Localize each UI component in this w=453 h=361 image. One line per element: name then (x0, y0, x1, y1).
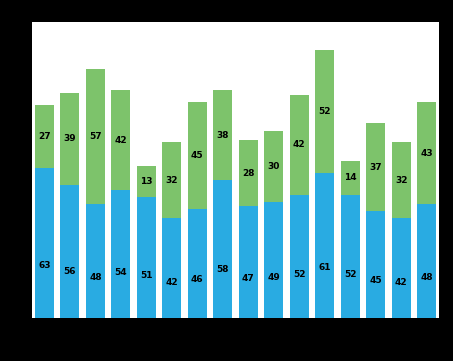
Text: 42: 42 (115, 136, 127, 144)
Bar (188, 102, 207, 209)
Text: 42: 42 (165, 278, 178, 287)
Text: 52: 52 (318, 107, 331, 116)
Text: 42: 42 (395, 278, 408, 287)
Text: 48: 48 (89, 273, 102, 282)
Bar (111, 90, 130, 190)
Bar (213, 90, 232, 180)
Text: 45: 45 (191, 151, 204, 160)
Text: 28: 28 (242, 169, 255, 178)
Text: 13: 13 (140, 177, 153, 186)
Text: 14: 14 (344, 173, 357, 182)
Bar (366, 211, 385, 318)
Text: 48: 48 (420, 273, 433, 282)
Text: 32: 32 (395, 176, 407, 185)
Bar (392, 143, 411, 218)
Bar (162, 143, 181, 218)
Bar (35, 169, 54, 318)
Text: 32: 32 (166, 176, 178, 185)
Bar (264, 202, 283, 318)
Bar (60, 185, 79, 318)
Text: 56: 56 (64, 267, 76, 276)
Text: 58: 58 (217, 265, 229, 274)
Bar (392, 218, 411, 318)
Bar (290, 195, 309, 318)
Text: 61: 61 (318, 262, 331, 271)
Bar (111, 190, 130, 318)
Text: 54: 54 (115, 269, 127, 277)
Bar (188, 209, 207, 318)
Bar (315, 173, 334, 318)
Bar (264, 131, 283, 202)
Text: 39: 39 (63, 134, 76, 143)
Text: 45: 45 (369, 276, 382, 285)
Text: 27: 27 (38, 132, 51, 141)
Text: 46: 46 (191, 275, 204, 284)
Text: 47: 47 (242, 274, 255, 283)
Bar (315, 50, 334, 173)
Bar (341, 161, 360, 195)
Bar (341, 195, 360, 318)
Bar (60, 93, 79, 185)
Bar (35, 105, 54, 169)
Bar (137, 197, 156, 318)
Bar (290, 95, 309, 195)
Bar (417, 102, 436, 204)
Text: 43: 43 (420, 149, 433, 158)
Bar (366, 123, 385, 211)
Text: 42: 42 (293, 140, 306, 149)
Text: 38: 38 (217, 131, 229, 140)
Bar (213, 180, 232, 318)
Bar (162, 218, 181, 318)
Text: 52: 52 (293, 270, 305, 279)
Text: 63: 63 (38, 261, 51, 270)
Bar (239, 140, 258, 206)
Bar (417, 204, 436, 318)
Text: 30: 30 (268, 162, 280, 171)
Bar (239, 206, 258, 318)
Text: 49: 49 (267, 273, 280, 282)
Text: 52: 52 (344, 270, 357, 279)
Bar (86, 69, 105, 204)
Text: 57: 57 (89, 132, 102, 141)
Text: 51: 51 (140, 271, 153, 280)
Bar (86, 204, 105, 318)
Text: 37: 37 (369, 163, 382, 172)
Bar (137, 166, 156, 197)
